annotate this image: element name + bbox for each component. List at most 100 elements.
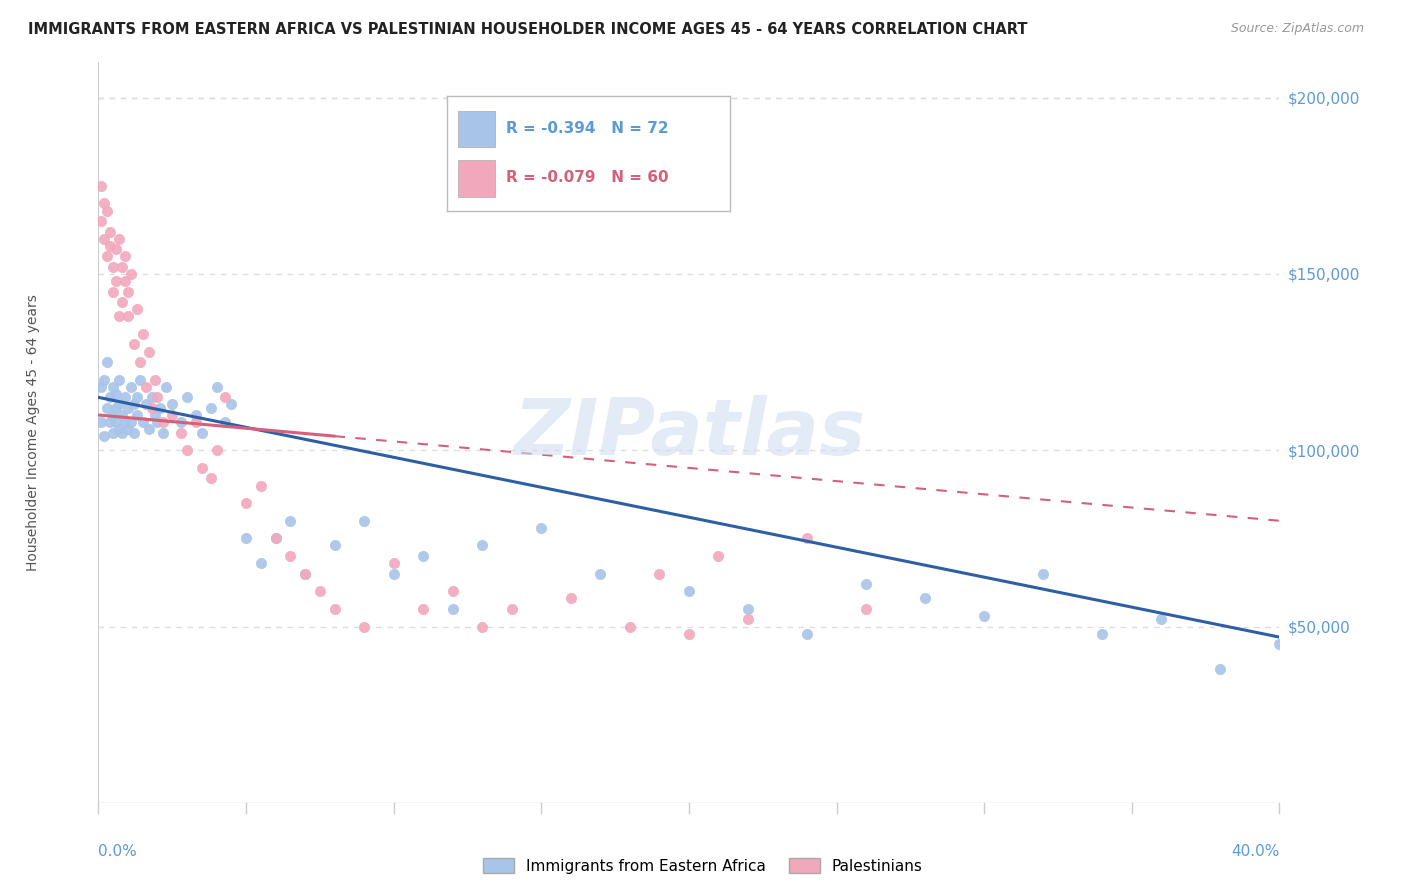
Point bbox=[191, 461, 214, 475]
Text: 40.0%: 40.0% bbox=[1232, 844, 1279, 858]
Point bbox=[98, 390, 121, 404]
Point bbox=[412, 549, 434, 563]
Text: 0.0%: 0.0% bbox=[98, 844, 138, 858]
Point bbox=[93, 373, 115, 387]
Point bbox=[162, 408, 183, 422]
Point bbox=[103, 260, 125, 274]
Point bbox=[120, 267, 142, 281]
Legend: Immigrants from Eastern Africa, Palestinians: Immigrants from Eastern Africa, Palestin… bbox=[477, 852, 929, 880]
Point bbox=[103, 425, 125, 440]
Point bbox=[114, 390, 136, 404]
Point bbox=[855, 602, 877, 616]
Text: Source: ZipAtlas.com: Source: ZipAtlas.com bbox=[1230, 22, 1364, 36]
Point bbox=[108, 232, 131, 246]
Point bbox=[117, 310, 139, 324]
Point bbox=[796, 626, 818, 640]
Point bbox=[382, 566, 405, 581]
Point bbox=[707, 549, 730, 563]
Point bbox=[382, 556, 405, 570]
Text: ZIPatlas: ZIPatlas bbox=[513, 394, 865, 471]
Point bbox=[141, 390, 163, 404]
Point bbox=[323, 602, 346, 616]
Point bbox=[90, 415, 112, 429]
Point bbox=[111, 260, 134, 274]
Point bbox=[103, 285, 125, 299]
Point bbox=[191, 425, 214, 440]
Point bbox=[353, 514, 375, 528]
Point bbox=[530, 521, 553, 535]
Point bbox=[146, 415, 169, 429]
Point bbox=[214, 390, 236, 404]
Point bbox=[471, 619, 494, 633]
Point bbox=[323, 538, 346, 552]
Point bbox=[90, 380, 112, 394]
Point bbox=[138, 422, 160, 436]
Point bbox=[412, 602, 434, 616]
Point bbox=[135, 380, 157, 394]
Point bbox=[200, 401, 222, 415]
Point bbox=[184, 415, 207, 429]
Point bbox=[176, 443, 198, 458]
Point bbox=[471, 538, 494, 552]
Point bbox=[117, 285, 139, 299]
Point bbox=[122, 425, 145, 440]
Point bbox=[200, 471, 222, 485]
Point bbox=[221, 397, 243, 411]
Point bbox=[108, 310, 131, 324]
Point bbox=[1150, 612, 1173, 626]
Point bbox=[176, 390, 198, 404]
Point bbox=[152, 425, 174, 440]
Point bbox=[170, 425, 193, 440]
Point bbox=[205, 380, 228, 394]
Point bbox=[105, 415, 128, 429]
Point bbox=[98, 415, 121, 429]
Point bbox=[125, 390, 148, 404]
Point bbox=[146, 390, 169, 404]
Point bbox=[135, 397, 157, 411]
Point bbox=[93, 196, 115, 211]
Point bbox=[619, 619, 641, 633]
Point bbox=[796, 532, 818, 546]
Point bbox=[205, 443, 228, 458]
Point bbox=[128, 355, 150, 369]
Point bbox=[152, 415, 174, 429]
Point bbox=[235, 496, 257, 510]
Point bbox=[117, 401, 139, 415]
Point bbox=[103, 408, 125, 422]
Point bbox=[96, 355, 118, 369]
Point bbox=[264, 532, 287, 546]
Point bbox=[280, 514, 302, 528]
Point bbox=[914, 591, 936, 606]
Point bbox=[1091, 626, 1114, 640]
Point bbox=[122, 397, 145, 411]
Point bbox=[264, 532, 287, 546]
Point bbox=[143, 408, 166, 422]
Point bbox=[125, 408, 148, 422]
Point bbox=[105, 242, 128, 256]
Point bbox=[114, 415, 136, 429]
Point bbox=[108, 397, 131, 411]
Point bbox=[93, 232, 115, 246]
Point bbox=[114, 274, 136, 288]
Point bbox=[111, 295, 134, 310]
Point bbox=[90, 178, 112, 193]
Point bbox=[103, 380, 125, 394]
Point bbox=[280, 549, 302, 563]
Point bbox=[309, 584, 332, 599]
Point bbox=[105, 274, 128, 288]
Point bbox=[294, 566, 316, 581]
Point bbox=[111, 425, 134, 440]
Point bbox=[128, 373, 150, 387]
Point bbox=[132, 415, 155, 429]
Point bbox=[1032, 566, 1054, 581]
Point bbox=[117, 422, 139, 436]
Point bbox=[155, 380, 177, 394]
Point bbox=[143, 373, 166, 387]
Point bbox=[96, 203, 118, 218]
Point bbox=[120, 415, 142, 429]
Point bbox=[648, 566, 671, 581]
Point bbox=[973, 609, 995, 624]
Point bbox=[678, 626, 700, 640]
Point bbox=[235, 532, 257, 546]
Point bbox=[141, 401, 163, 415]
